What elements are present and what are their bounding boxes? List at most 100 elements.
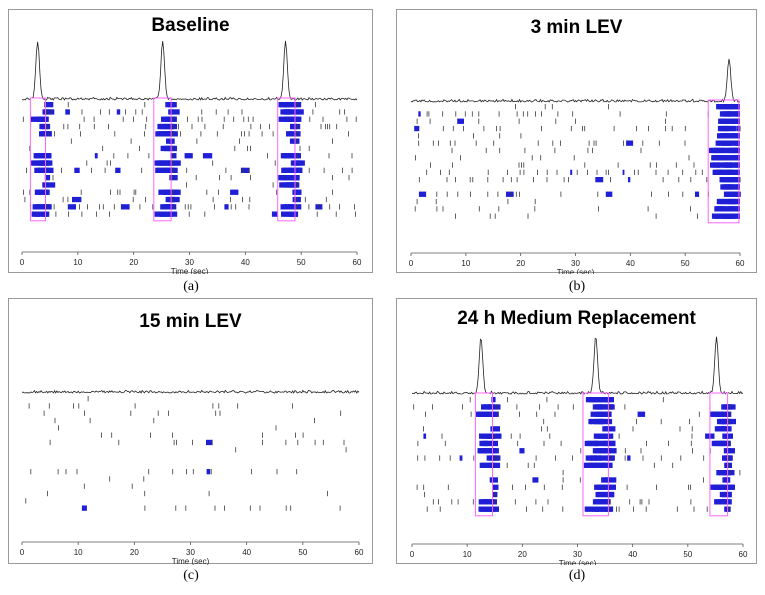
spike-mark	[196, 138, 198, 144]
spike-mark	[296, 102, 298, 108]
spike-mark	[417, 440, 419, 447]
spike-mark	[695, 191, 700, 197]
spike-mark	[608, 411, 610, 417]
spike-mark	[506, 191, 514, 197]
spike-mark	[185, 505, 187, 511]
spike-mark	[733, 118, 740, 124]
spike-mark	[91, 167, 92, 173]
spike-mark	[606, 397, 614, 403]
x-tick-label: 0	[409, 259, 414, 268]
spike-mark	[623, 140, 624, 146]
spike-mark	[346, 116, 348, 122]
spike-mark	[314, 439, 316, 446]
spike-mark	[262, 439, 263, 446]
spike-mark	[665, 125, 666, 132]
spike-mark	[525, 484, 526, 490]
spike-mark	[348, 131, 349, 137]
x-axis-label: Time (sec)	[559, 559, 597, 565]
burst-window-frame	[153, 97, 172, 222]
spike-mark	[739, 125, 741, 132]
spike-mark	[563, 177, 565, 183]
spike-mark	[489, 477, 498, 483]
spike-mark	[47, 490, 48, 497]
spike-mark	[42, 182, 47, 188]
spike-mark	[608, 484, 616, 490]
spike-mark	[676, 506, 678, 512]
spike-mark	[494, 455, 495, 461]
spike-mark	[584, 162, 586, 168]
spike-mark	[648, 499, 650, 505]
population-trace	[410, 58, 741, 103]
spike-mark	[521, 162, 522, 168]
spike-mark	[172, 116, 174, 122]
spike-mark	[556, 169, 558, 175]
spike-mark	[281, 211, 286, 217]
spike-mark	[202, 153, 213, 159]
spike-mark	[609, 499, 610, 505]
spike-mark	[646, 440, 647, 447]
spike-mark	[658, 140, 660, 146]
raster-plot: 0 10 20 30 40 50 60 Time (sec)	[20, 40, 362, 274]
x-axis-label: Time (sec)	[557, 268, 595, 274]
spike-mark	[170, 189, 181, 195]
spike-mark	[596, 169, 598, 175]
spike-mark	[472, 177, 474, 183]
spike-mark	[690, 206, 691, 212]
spike-mark	[597, 448, 603, 454]
spike-mark	[551, 104, 553, 110]
spike-mark	[130, 138, 132, 144]
spike-mark	[593, 140, 595, 146]
spike-mark	[541, 111, 542, 117]
spike-mark	[479, 433, 484, 439]
spike-mark	[215, 410, 217, 416]
spike-mark	[536, 411, 538, 417]
spike-mark	[490, 426, 500, 432]
spike-mark	[479, 506, 484, 512]
spike-mark	[423, 484, 425, 490]
spike-mark	[607, 491, 615, 498]
spike-mark	[43, 204, 52, 210]
spike-mark	[165, 211, 173, 217]
spike-mark	[535, 499, 537, 505]
spike-mark	[728, 462, 730, 468]
spike-mark	[543, 484, 545, 490]
spike-mark	[141, 167, 143, 173]
spike-mark	[533, 177, 534, 183]
spike-mark	[173, 189, 174, 195]
x-tick-label: 40	[241, 258, 250, 267]
spike-mark	[486, 440, 490, 447]
spike-mark	[329, 123, 331, 130]
spike-mark	[679, 426, 681, 432]
spike-mark	[587, 506, 591, 512]
spike-mark	[186, 469, 187, 475]
spike-mark	[44, 109, 55, 115]
spike-mark	[304, 196, 306, 203]
spike-mark	[725, 499, 732, 505]
spike-mark	[484, 411, 489, 417]
spike-mark	[728, 440, 730, 447]
spike-mark	[462, 404, 463, 410]
spike-mark	[446, 177, 448, 183]
spike-mark	[441, 433, 443, 439]
spike-mark	[601, 440, 607, 447]
spike-mark	[440, 169, 441, 175]
spike-mark	[260, 123, 261, 130]
spike-mark	[274, 160, 276, 166]
spike-mark	[208, 490, 210, 497]
spike-mark	[186, 167, 188, 173]
spike-mark	[295, 167, 303, 173]
spike-mark	[698, 411, 700, 417]
spike-mark	[579, 477, 581, 483]
spike-mark	[152, 204, 154, 210]
spike-mark	[546, 426, 548, 432]
spike-mark	[206, 189, 208, 195]
spike-mark	[294, 160, 305, 166]
spike-mark	[224, 204, 229, 210]
spike-mark	[339, 204, 340, 210]
panel-15min-lev: 15 min LEV 0 10 20 30 40 50 60 Time (sec)	[8, 298, 373, 565]
spike-mark	[435, 198, 437, 205]
spike-mark	[426, 506, 428, 512]
spike-mark	[418, 191, 427, 197]
spike-mark	[242, 196, 243, 203]
spike-mark	[734, 133, 738, 139]
